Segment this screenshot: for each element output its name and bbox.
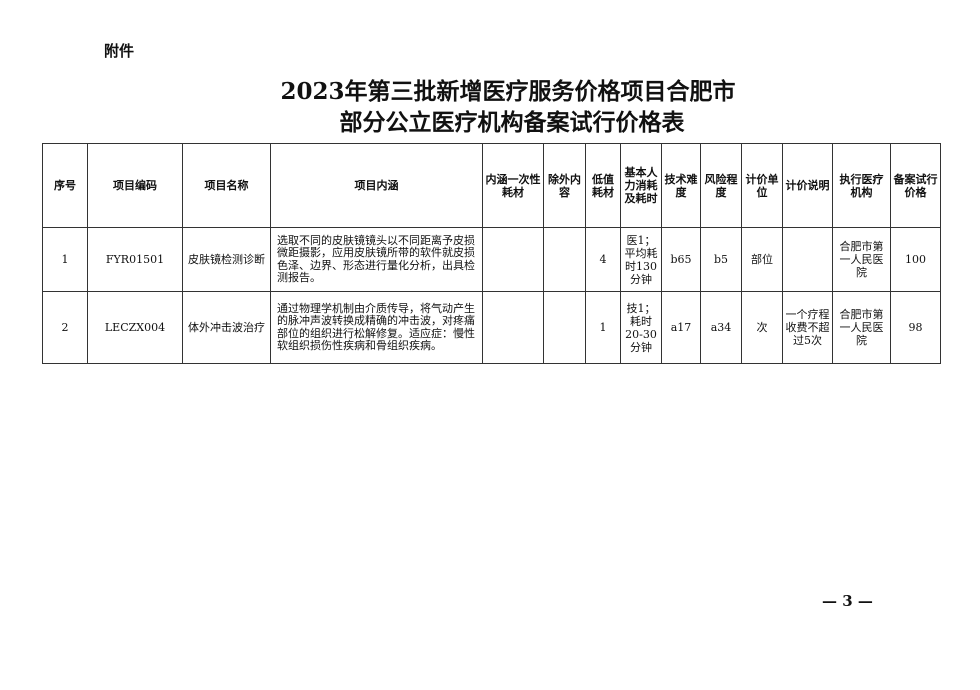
cell-pricing-note: 一个疗程收费不超过5次 xyxy=(782,291,833,364)
cell-seq: 2 xyxy=(42,291,88,364)
cell-risk-level: b5 xyxy=(700,227,742,292)
header-institution: 执行医疗机构 xyxy=(832,143,891,228)
header-disposable-materials: 内涵一次性耗材 xyxy=(482,143,544,228)
header-low-value-materials: 低值耗材 xyxy=(585,143,621,228)
cell-labor-time: 技1；耗时20-30分钟 xyxy=(620,291,662,364)
cell-institution: 合肥市第一人民医院 xyxy=(832,291,891,364)
table-row: 2 LECZX004 体外冲击波治疗 通过物理学机制由介质传导，将气动产生的脉冲声波转… xyxy=(42,291,941,364)
table-row: 1 FYR01501 皮肤镜检测诊断 选取不同的皮肤镜镜头以不同距离予皮损微距摄影，应… xyxy=(42,227,941,292)
cell-name: 体外冲击波治疗 xyxy=(182,291,271,364)
cell-institution: 合肥市第一人民医院 xyxy=(832,227,891,292)
cell-pricing-note xyxy=(782,227,833,292)
header-code: 项目编码 xyxy=(87,143,183,228)
header-seq: 序号 xyxy=(42,143,88,228)
cell-low-value-materials: 1 xyxy=(585,291,621,364)
page-number: — 3 — xyxy=(822,592,873,610)
cell-labor-time: 医1；平均耗时130分钟 xyxy=(620,227,662,292)
cell-price: 98 xyxy=(890,291,941,364)
header-name: 项目名称 xyxy=(182,143,271,228)
cell-price: 100 xyxy=(890,227,941,292)
cell-tech-difficulty: a17 xyxy=(661,291,701,364)
cell-excluded xyxy=(543,291,586,364)
header-description: 项目内涵 xyxy=(270,143,483,228)
header-pricing-unit: 计价单位 xyxy=(741,143,783,228)
table-header-row: 序号 项目编码 项目名称 项目内涵 内涵一次性耗材 除外内容 低值耗材 基本人力消耗及耗时 技术… xyxy=(42,143,941,228)
cell-low-value-materials: 4 xyxy=(585,227,621,292)
document-title-line1: 2023年第三批新增医疗服务价格项目合肥市 xyxy=(280,78,736,105)
cell-excluded xyxy=(543,227,586,292)
cell-pricing-unit: 部位 xyxy=(741,227,783,292)
cell-seq: 1 xyxy=(42,227,88,292)
header-tech-difficulty: 技术难度 xyxy=(661,143,701,228)
cell-code: FYR01501 xyxy=(87,227,183,292)
header-risk-level: 风险程度 xyxy=(700,143,742,228)
cell-pricing-unit: 次 xyxy=(741,291,783,364)
cell-risk-level: a34 xyxy=(700,291,742,364)
cell-disposable-materials xyxy=(482,227,544,292)
cell-disposable-materials xyxy=(482,291,544,364)
document-title-line2: 部分公立医疗机构备案试行价格表 xyxy=(339,109,685,136)
attachment-label: 附件 xyxy=(104,42,135,60)
cell-code: LECZX004 xyxy=(87,291,183,364)
header-labor-time: 基本人力消耗及耗时 xyxy=(620,143,662,228)
cell-name: 皮肤镜检测诊断 xyxy=(182,227,271,292)
cell-description: 选取不同的皮肤镜镜头以不同距离予皮损微距摄影，应用皮肤镜所带的软件就皮损色泽、边… xyxy=(270,227,483,292)
header-price: 备案试行价格 xyxy=(890,143,941,228)
cell-tech-difficulty: b65 xyxy=(661,227,701,292)
header-excluded: 除外内容 xyxy=(543,143,586,228)
price-table: 序号 项目编码 项目名称 项目内涵 内涵一次性耗材 除外内容 低值耗材 基本人力消耗及耗时 技术… xyxy=(42,143,941,364)
header-pricing-note: 计价说明 xyxy=(782,143,833,228)
cell-description: 通过物理学机制由介质传导，将气动产生的脉冲声波转换成精确的冲击波，对疼痛部位的组… xyxy=(270,291,483,364)
